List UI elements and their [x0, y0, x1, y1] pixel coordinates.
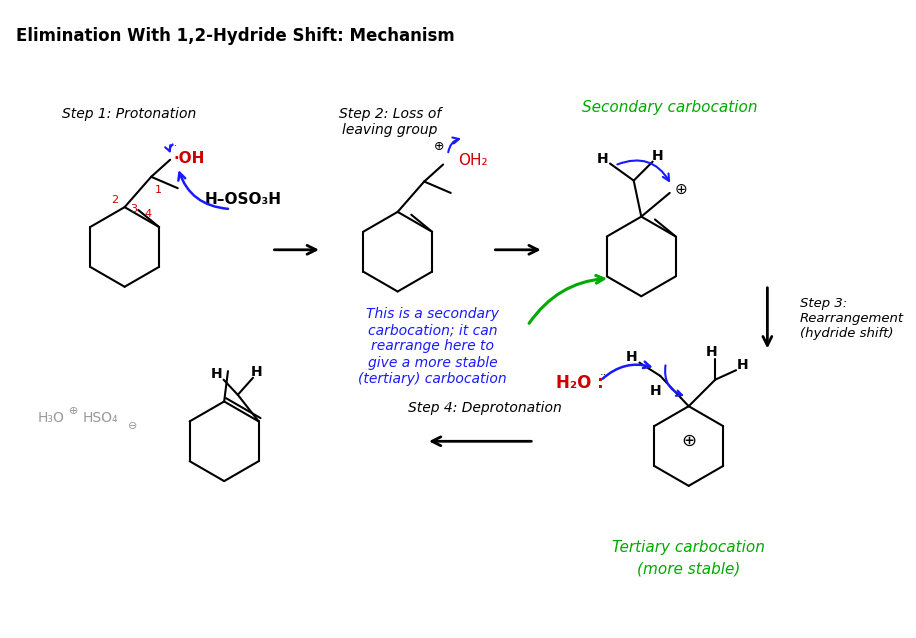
- Text: Step 2: Loss of: Step 2: Loss of: [339, 107, 442, 121]
- Text: 2: 2: [112, 195, 119, 205]
- Text: Step 1: Protonation: Step 1: Protonation: [62, 107, 197, 121]
- Text: ⊕: ⊕: [675, 182, 688, 197]
- Text: Elimination With 1,2-Hydride Shift: Mechanism: Elimination With 1,2-Hydride Shift: Mech…: [16, 27, 454, 45]
- Text: This is a secondary
carbocation; it can
rearrange here to
give a more stable
(te: This is a secondary carbocation; it can …: [358, 307, 507, 386]
- Text: Tertiary carbocation: Tertiary carbocation: [612, 540, 765, 555]
- Text: 1: 1: [155, 185, 162, 195]
- Text: H₂O :: H₂O :: [556, 373, 604, 392]
- Text: ·OH: ·OH: [174, 151, 205, 167]
- Text: Secondary carbocation: Secondary carbocation: [582, 100, 758, 115]
- Text: leaving group: leaving group: [343, 123, 438, 137]
- Text: H–OSO₃H: H–OSO₃H: [204, 192, 281, 207]
- Text: H: H: [736, 357, 748, 371]
- Text: H: H: [596, 152, 608, 166]
- Text: H: H: [705, 345, 717, 359]
- Text: Step 3:
Rearrangement
(hydride shift): Step 3: Rearrangement (hydride shift): [800, 297, 904, 339]
- Text: 3: 3: [131, 204, 137, 214]
- Text: H: H: [626, 350, 638, 364]
- Text: ⊕: ⊕: [682, 433, 696, 450]
- Text: HSO₄: HSO₄: [83, 411, 119, 425]
- Text: H₃O: H₃O: [38, 411, 64, 425]
- Text: (more stable): (more stable): [637, 562, 740, 577]
- Text: ⊕: ⊕: [69, 406, 78, 416]
- Text: H: H: [251, 365, 263, 379]
- Text: Step 4: Deprotonation: Step 4: Deprotonation: [408, 401, 562, 415]
- Text: ··: ··: [171, 142, 179, 151]
- Text: H: H: [649, 384, 661, 398]
- Text: OH₂: OH₂: [458, 153, 488, 168]
- Text: ··: ··: [600, 370, 606, 380]
- Text: ⊖: ⊖: [127, 421, 136, 431]
- Text: ⊕: ⊕: [434, 140, 444, 153]
- Text: H: H: [651, 149, 663, 163]
- Text: H: H: [211, 367, 223, 381]
- Text: 4: 4: [144, 209, 151, 219]
